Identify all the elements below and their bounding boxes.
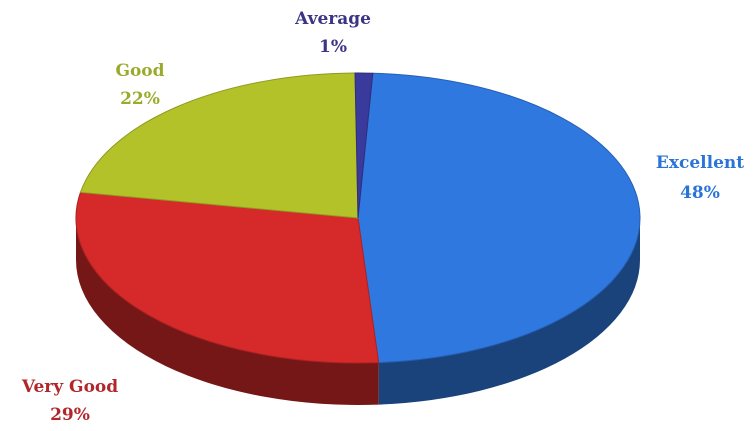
pie-side-excellent	[378, 218, 640, 405]
pie-slice-excellent	[357, 72, 641, 364]
pie-tops	[75, 72, 641, 364]
label-very-good-name: Very Good	[21, 377, 118, 397]
label-average-value: 1%	[319, 37, 347, 57]
label-very-good-value: 29%	[50, 405, 90, 425]
label-good-value: 22%	[120, 89, 160, 109]
label-excellent-value: 48%	[680, 183, 720, 203]
pie-slice-average	[354, 72, 374, 219]
label-excellent-name: Excellent	[656, 153, 744, 173]
label-good-name: Good	[115, 61, 164, 81]
pie-side-very-good	[76, 218, 379, 406]
pie-slice-very-good	[75, 191, 380, 364]
pie-sides	[76, 218, 640, 406]
pie-slice-good	[79, 72, 359, 219]
label-average-name: Average	[294, 9, 371, 29]
